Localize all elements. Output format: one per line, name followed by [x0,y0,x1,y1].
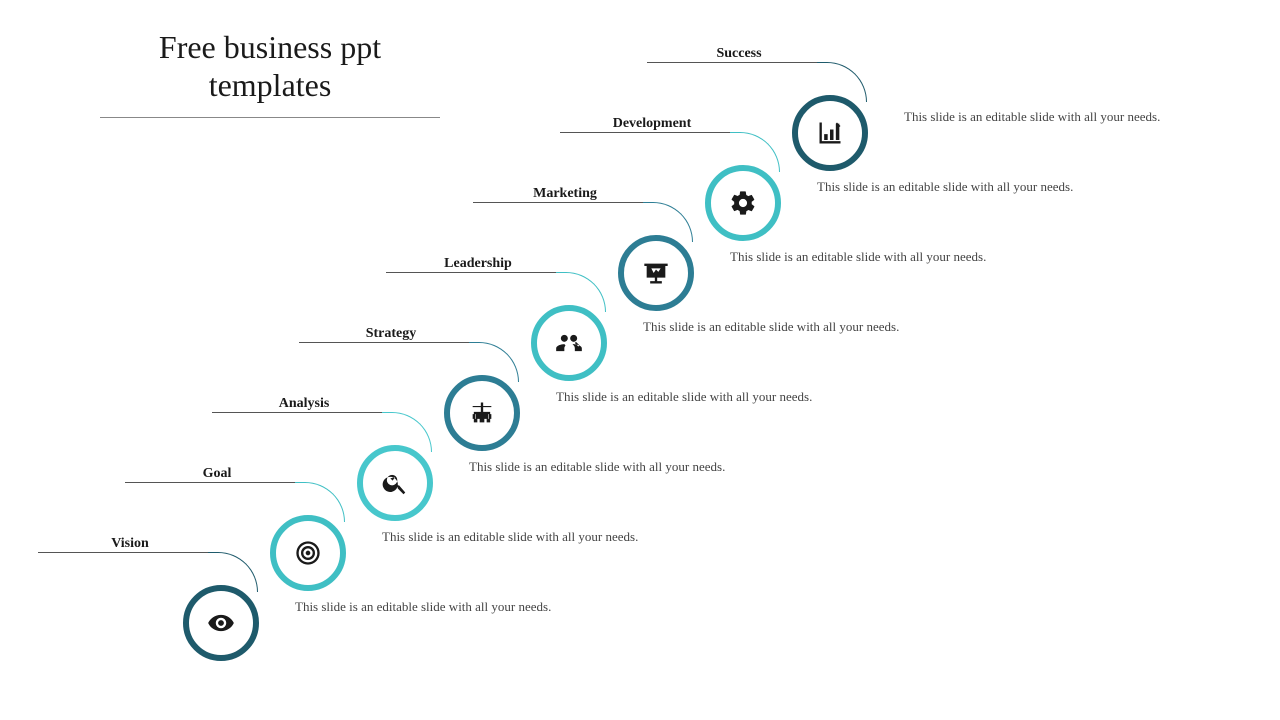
hierarchy-icon [468,399,496,427]
step-label-development: Development [592,116,712,132]
step-circle-strategy [451,382,513,444]
step-circle-vision [190,592,252,654]
step-line [473,202,643,203]
step-description: This slide is an editable slide with all… [730,248,990,266]
step-line [299,342,469,343]
step-label-analysis: Analysis [244,396,364,412]
step-circle-development [712,172,774,234]
step-line [386,272,556,273]
slide-title: Free business ppt templates [100,28,440,105]
target-icon [294,539,322,567]
eye-icon [207,609,235,637]
step-description: This slide is an editable slide with all… [643,318,903,336]
group-icon [555,329,583,357]
step-circle-goal [277,522,339,584]
step-line [125,482,295,483]
step-label-success: Success [679,46,799,62]
step-label-leadership: Leadership [418,256,538,272]
chart-icon [816,119,844,147]
board-icon [642,259,670,287]
step-line [560,132,730,133]
step-label-vision: Vision [70,536,190,552]
step-line [647,62,817,63]
step-description: This slide is an editable slide with all… [382,528,642,546]
step-description: This slide is an editable slide with all… [295,598,555,616]
step-description: This slide is an editable slide with all… [556,388,816,406]
title-underline [100,117,440,118]
step-description: This slide is an editable slide with all… [904,108,1164,126]
step-description: This slide is an editable slide with all… [469,458,729,476]
step-line [38,552,208,553]
magnify-icon [381,469,409,497]
step-description: This slide is an editable slide with all… [817,178,1077,196]
step-line [212,412,382,413]
step-circle-success [799,102,861,164]
step-label-goal: Goal [157,466,277,482]
slide-root: Free business ppt templates Vision This s… [0,0,1280,720]
title-block: Free business ppt templates [100,28,440,118]
step-label-strategy: Strategy [331,326,451,342]
step-circle-analysis [364,452,426,514]
step-label-marketing: Marketing [505,186,625,202]
step-circle-leadership [538,312,600,374]
gear-icon [729,189,757,217]
step-circle-marketing [625,242,687,304]
